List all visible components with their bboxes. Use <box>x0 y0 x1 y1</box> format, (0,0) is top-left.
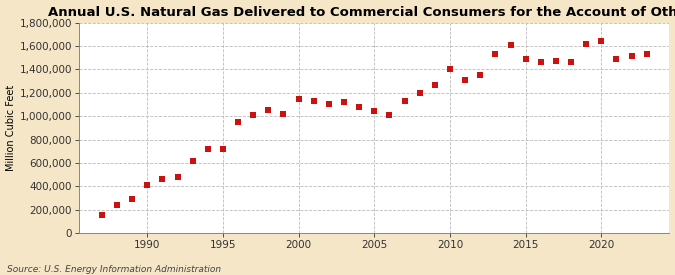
Point <box>278 112 289 116</box>
Point <box>490 52 501 56</box>
Point <box>505 43 516 47</box>
Point <box>202 147 213 151</box>
Point <box>157 177 168 181</box>
Point <box>626 54 637 59</box>
Point <box>475 73 485 77</box>
Point <box>369 109 380 114</box>
Point <box>596 39 607 43</box>
Point <box>111 203 122 207</box>
Point <box>580 41 591 46</box>
Point <box>566 60 576 65</box>
Point <box>233 120 244 124</box>
Title: Annual U.S. Natural Gas Delivered to Commercial Consumers for the Account of Oth: Annual U.S. Natural Gas Delivered to Com… <box>48 6 675 18</box>
Point <box>263 108 274 112</box>
Point <box>97 213 107 217</box>
Point <box>339 100 350 104</box>
Point <box>399 99 410 103</box>
Point <box>187 158 198 163</box>
Point <box>611 57 622 61</box>
Point <box>142 183 153 188</box>
Y-axis label: Million Cubic Feet: Million Cubic Feet <box>5 85 16 171</box>
Point <box>127 197 138 201</box>
Point <box>354 104 364 109</box>
Point <box>293 97 304 101</box>
Point <box>445 67 456 72</box>
Point <box>535 60 546 65</box>
Point <box>460 78 470 82</box>
Point <box>323 102 334 107</box>
Point <box>172 175 183 179</box>
Point <box>429 82 440 87</box>
Point <box>248 113 259 117</box>
Point <box>384 113 395 117</box>
Point <box>641 52 652 56</box>
Point <box>217 147 228 151</box>
Point <box>308 99 319 103</box>
Point <box>414 90 425 95</box>
Point <box>551 59 562 63</box>
Text: Source: U.S. Energy Information Administration: Source: U.S. Energy Information Administ… <box>7 265 221 274</box>
Point <box>520 57 531 61</box>
